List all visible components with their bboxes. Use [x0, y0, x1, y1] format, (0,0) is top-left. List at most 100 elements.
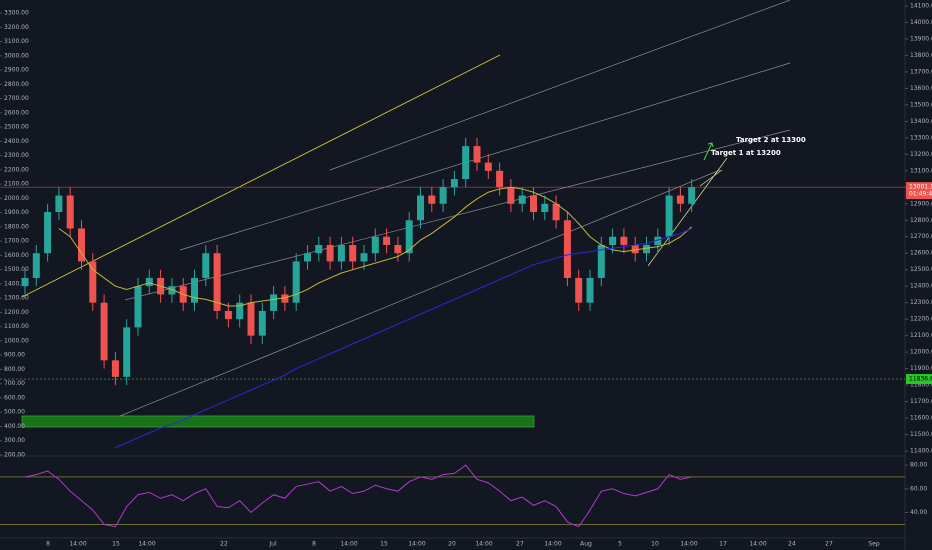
y2-tick-label: 900.00	[4, 352, 25, 359]
x-tick-label: 14:00	[544, 541, 561, 548]
x-tick-label: 15	[380, 541, 388, 548]
x-tick-label: 14:00	[749, 541, 766, 548]
y-tick-label: 13500.0	[910, 101, 932, 108]
candle-body	[191, 277, 198, 303]
candle-body	[688, 187, 696, 204]
candle-body	[462, 146, 470, 180]
candle-body	[609, 236, 617, 245]
y-tick-label: 13200.0	[910, 151, 932, 158]
y2-tick-label: 3300.00	[4, 10, 29, 17]
candle-body	[44, 212, 52, 254]
plot: 11400.0 11500.0 11600.0 11700.0 11800.0 11900…	[0, 3, 932, 548]
y2-tick-label: 500.00	[4, 409, 25, 416]
channel-line	[329, 0, 791, 171]
candle-body	[371, 236, 379, 254]
x-tick-label: Jul	[268, 541, 277, 548]
y2-tick-label: 2200.00	[4, 166, 29, 173]
y2-tick-label: 700.00	[4, 380, 25, 387]
candle-body	[100, 302, 108, 361]
candle-body	[563, 220, 571, 278]
candle-body	[349, 244, 357, 262]
y-tick-label: 14000.0	[910, 19, 932, 26]
candle-body	[450, 179, 458, 188]
candle-body	[417, 195, 424, 221]
candle-body	[507, 187, 515, 204]
y2-tick-label: 1900.00	[4, 209, 29, 216]
y-tick-label: 12800.0	[910, 217, 932, 224]
y2-tick-label: 1700.00	[4, 238, 29, 245]
demand-zone	[21, 415, 535, 428]
candle-body	[66, 195, 74, 229]
candle-body	[270, 294, 278, 311]
y-tick-label: 11700.0	[910, 398, 932, 405]
y-tick-label: 12100.0	[910, 332, 932, 339]
candle-body	[55, 195, 63, 213]
y2-tick-label: 200.00	[4, 452, 25, 459]
x-tick-label: 15	[112, 541, 120, 548]
trend-lines	[21, 0, 791, 417]
y-tick-label: 11400.0	[910, 448, 932, 455]
y2-tick-label: 1300.00	[4, 295, 29, 302]
candle-body	[292, 261, 300, 303]
annotation: Target 2 at 13300	[736, 136, 806, 144]
candle-body	[21, 277, 29, 287]
y-tick-label: 13900.0	[910, 35, 932, 42]
candle-body	[315, 244, 323, 254]
y-tick-label: 13300.0	[910, 134, 932, 141]
x-tick-label: 8	[46, 541, 50, 548]
candle-body	[473, 146, 481, 163]
y-tick-label: 12200.0	[910, 316, 932, 323]
last-price-label: 13001.1	[909, 184, 932, 191]
y2-tick-label: 2000.00	[4, 195, 29, 202]
y2-tick-label: 400.00	[4, 423, 25, 430]
candle-body	[213, 253, 221, 311]
y2-tick-label: 1400.00	[4, 280, 29, 287]
y2-tick-label: 1100.00	[4, 323, 29, 330]
candle-body	[236, 302, 244, 320]
y-tick-label: 12300.0	[910, 299, 932, 306]
y-tick-label: 60.00	[910, 485, 927, 492]
candle-body	[168, 286, 176, 295]
target-arrow	[703, 142, 714, 161]
candle-body	[337, 244, 345, 262]
annotation: Target 1 at 13200	[711, 149, 781, 157]
y-tick-label: 13800.0	[910, 52, 932, 59]
y2-tick-label: 300.00	[4, 437, 25, 444]
candle-body	[111, 360, 119, 377]
candle-body	[439, 187, 447, 204]
candle-body	[586, 277, 594, 303]
candle-body	[518, 195, 526, 204]
x-tick-label: 14:00	[475, 541, 492, 548]
y2-tick-label: 3100.00	[4, 38, 29, 45]
candle-body	[32, 253, 40, 278]
candle-body	[145, 277, 153, 287]
y2-tick-label: 1000.00	[4, 337, 29, 344]
y2-tick-label: 800.00	[4, 366, 25, 373]
candle-body	[304, 253, 311, 262]
candle-body	[631, 244, 639, 254]
y-tick-label: 12700.0	[910, 233, 932, 240]
candle-body	[643, 244, 650, 254]
candle-body	[360, 253, 368, 262]
candle-body	[78, 228, 85, 262]
candle-body	[123, 327, 131, 377]
x-tick-label: 27	[825, 541, 833, 548]
candle-body	[89, 261, 97, 303]
x-tick-label: 17	[719, 541, 727, 548]
candle-body	[394, 244, 402, 254]
candle-body	[597, 244, 605, 278]
y2-tick-label: 2900.00	[4, 67, 29, 74]
candle-body	[484, 162, 492, 171]
y-tick-label: 13400.0	[910, 118, 932, 125]
x-tick-label: 14:00	[680, 541, 697, 548]
y2-tick-label: 1600.00	[4, 252, 29, 259]
y-tick-label: 80.00	[910, 462, 927, 469]
candle-body	[541, 203, 549, 213]
wedge-line	[699, 169, 723, 187]
candle-body	[428, 195, 436, 204]
alert-tag	[906, 374, 932, 385]
candle-body	[620, 236, 628, 245]
y2-tick-label: 2100.00	[4, 181, 29, 188]
